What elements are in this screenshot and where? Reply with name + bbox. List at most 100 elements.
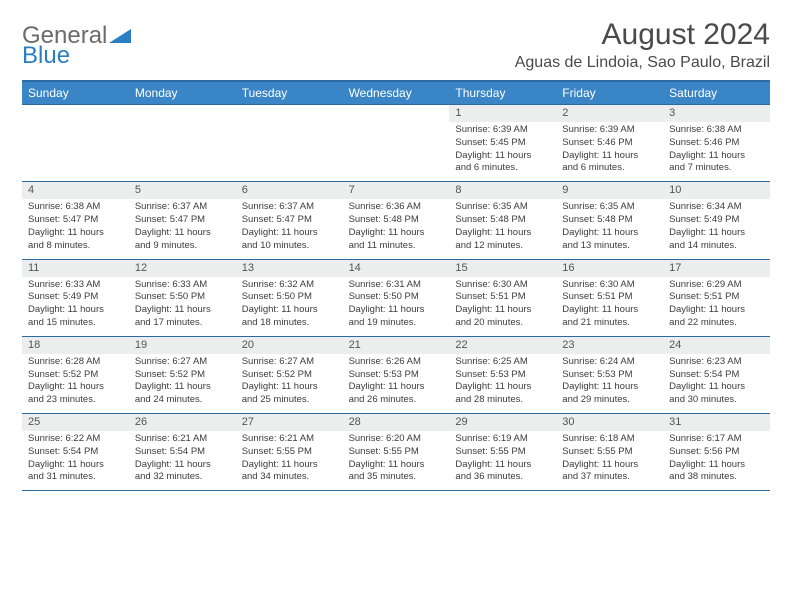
weekday-header: Friday <box>556 82 663 104</box>
daylight-text: and 28 minutes. <box>455 394 550 407</box>
date-number: 13 <box>236 260 343 277</box>
week-row: 18192021222324Sunrise: 6:28 AMSunset: 5:… <box>22 336 770 413</box>
sunset-text: Sunset: 5:54 PM <box>28 446 123 459</box>
sunrise-text: Sunrise: 6:22 AM <box>28 433 123 446</box>
daylight-text: and 18 minutes. <box>242 317 337 330</box>
daylight-text: Daylight: 11 hours <box>28 304 123 317</box>
sunset-text: Sunset: 5:47 PM <box>135 214 230 227</box>
daylight-text: and 29 minutes. <box>562 394 657 407</box>
daylight-text: Daylight: 11 hours <box>455 381 550 394</box>
day-cell: Sunrise: 6:32 AMSunset: 5:50 PMDaylight:… <box>236 277 343 336</box>
brand-triangle-icon <box>109 29 131 48</box>
daylight-text: and 23 minutes. <box>28 394 123 407</box>
daylight-text: and 14 minutes. <box>669 240 764 253</box>
date-number: 21 <box>343 337 450 354</box>
daylight-text: Daylight: 11 hours <box>455 459 550 472</box>
date-number: 28 <box>343 414 450 431</box>
date-number: 29 <box>449 414 556 431</box>
sunrise-text: Sunrise: 6:39 AM <box>455 124 550 137</box>
sunset-text: Sunset: 5:47 PM <box>242 214 337 227</box>
sunset-text: Sunset: 5:54 PM <box>669 369 764 382</box>
date-number: 6 <box>236 182 343 199</box>
date-number: 9 <box>556 182 663 199</box>
sunrise-text: Sunrise: 6:33 AM <box>135 279 230 292</box>
sunrise-text: Sunrise: 6:30 AM <box>562 279 657 292</box>
sunset-text: Sunset: 5:52 PM <box>242 369 337 382</box>
day-cell <box>129 122 236 181</box>
sunrise-text: Sunrise: 6:28 AM <box>28 356 123 369</box>
daylight-text: Daylight: 11 hours <box>28 227 123 240</box>
day-cell: Sunrise: 6:33 AMSunset: 5:50 PMDaylight:… <box>129 277 236 336</box>
daylight-text: Daylight: 11 hours <box>455 227 550 240</box>
daylight-text: Daylight: 11 hours <box>135 381 230 394</box>
sunrise-text: Sunrise: 6:39 AM <box>562 124 657 137</box>
daylight-text: and 12 minutes. <box>455 240 550 253</box>
date-number: 11 <box>22 260 129 277</box>
date-number: 22 <box>449 337 556 354</box>
daylight-text: Daylight: 11 hours <box>135 459 230 472</box>
sunrise-text: Sunrise: 6:17 AM <box>669 433 764 446</box>
date-number: 5 <box>129 182 236 199</box>
daylight-text: and 21 minutes. <box>562 317 657 330</box>
daylight-text: Daylight: 11 hours <box>349 381 444 394</box>
sunset-text: Sunset: 5:49 PM <box>669 214 764 227</box>
sunrise-text: Sunrise: 6:23 AM <box>669 356 764 369</box>
weeks-container: 123Sunrise: 6:39 AMSunset: 5:45 PMDaylig… <box>22 104 770 491</box>
daylight-text: Daylight: 11 hours <box>562 381 657 394</box>
sunset-text: Sunset: 5:47 PM <box>28 214 123 227</box>
daylight-text: Daylight: 11 hours <box>349 304 444 317</box>
date-number <box>343 105 450 122</box>
sunset-text: Sunset: 5:46 PM <box>562 137 657 150</box>
daylight-text: and 37 minutes. <box>562 471 657 484</box>
day-cell: Sunrise: 6:27 AMSunset: 5:52 PMDaylight:… <box>236 354 343 413</box>
sunset-text: Sunset: 5:46 PM <box>669 137 764 150</box>
sunset-text: Sunset: 5:48 PM <box>562 214 657 227</box>
daylight-text: and 6 minutes. <box>562 162 657 175</box>
day-cell: Sunrise: 6:38 AMSunset: 5:47 PMDaylight:… <box>22 199 129 258</box>
date-number: 16 <box>556 260 663 277</box>
sunrise-text: Sunrise: 6:35 AM <box>455 201 550 214</box>
day-cell: Sunrise: 6:34 AMSunset: 5:49 PMDaylight:… <box>663 199 770 258</box>
date-number: 10 <box>663 182 770 199</box>
sunset-text: Sunset: 5:55 PM <box>562 446 657 459</box>
day-cell: Sunrise: 6:39 AMSunset: 5:45 PMDaylight:… <box>449 122 556 181</box>
sunrise-text: Sunrise: 6:18 AM <box>562 433 657 446</box>
sunrise-text: Sunrise: 6:19 AM <box>455 433 550 446</box>
day-cell: Sunrise: 6:36 AMSunset: 5:48 PMDaylight:… <box>343 199 450 258</box>
daylight-text: Daylight: 11 hours <box>455 304 550 317</box>
daylight-text: and 10 minutes. <box>242 240 337 253</box>
month-title: August 2024 <box>515 18 770 52</box>
sunset-text: Sunset: 5:52 PM <box>135 369 230 382</box>
weekday-header: Sunday <box>22 82 129 104</box>
daylight-text: Daylight: 11 hours <box>669 381 764 394</box>
weekday-header: Saturday <box>663 82 770 104</box>
sunset-text: Sunset: 5:50 PM <box>242 291 337 304</box>
daylight-text: Daylight: 11 hours <box>135 227 230 240</box>
sunrise-text: Sunrise: 6:33 AM <box>28 279 123 292</box>
sunrise-text: Sunrise: 6:37 AM <box>242 201 337 214</box>
sunrise-text: Sunrise: 6:38 AM <box>669 124 764 137</box>
day-cell: Sunrise: 6:20 AMSunset: 5:55 PMDaylight:… <box>343 431 450 490</box>
page: General Blue August 2024 Aguas de Lindoi… <box>0 0 792 509</box>
daylight-text: and 34 minutes. <box>242 471 337 484</box>
daylight-text: Daylight: 11 hours <box>669 227 764 240</box>
weekday-header-row: Sunday Monday Tuesday Wednesday Thursday… <box>22 80 770 104</box>
day-cell: Sunrise: 6:30 AMSunset: 5:51 PMDaylight:… <box>556 277 663 336</box>
date-number: 30 <box>556 414 663 431</box>
week-row: 11121314151617Sunrise: 6:33 AMSunset: 5:… <box>22 259 770 336</box>
week-row: 45678910Sunrise: 6:38 AMSunset: 5:47 PMD… <box>22 181 770 258</box>
daylight-text: Daylight: 11 hours <box>242 381 337 394</box>
date-number: 2 <box>556 105 663 122</box>
sunrise-text: Sunrise: 6:38 AM <box>28 201 123 214</box>
day-cell: Sunrise: 6:23 AMSunset: 5:54 PMDaylight:… <box>663 354 770 413</box>
daylight-text: Daylight: 11 hours <box>562 227 657 240</box>
day-cell: Sunrise: 6:29 AMSunset: 5:51 PMDaylight:… <box>663 277 770 336</box>
day-cell: Sunrise: 6:28 AMSunset: 5:52 PMDaylight:… <box>22 354 129 413</box>
date-number: 27 <box>236 414 343 431</box>
sunset-text: Sunset: 5:53 PM <box>562 369 657 382</box>
daylight-text: and 9 minutes. <box>135 240 230 253</box>
week-row: 25262728293031Sunrise: 6:22 AMSunset: 5:… <box>22 413 770 491</box>
day-cell: Sunrise: 6:27 AMSunset: 5:52 PMDaylight:… <box>129 354 236 413</box>
day-cell: Sunrise: 6:21 AMSunset: 5:55 PMDaylight:… <box>236 431 343 490</box>
date-number: 8 <box>449 182 556 199</box>
